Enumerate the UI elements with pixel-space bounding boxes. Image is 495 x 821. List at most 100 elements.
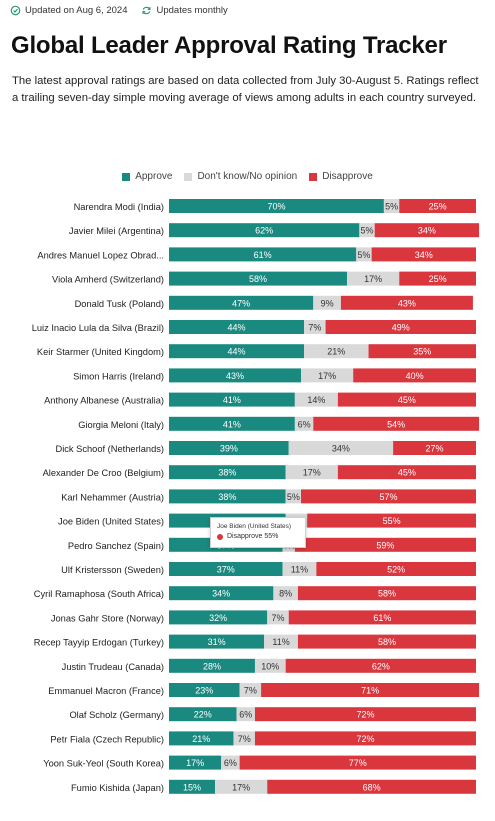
- category-label: Fumio Kishida (Japan): [71, 783, 164, 793]
- bar-segment-disapprove[interactable]: [393, 441, 476, 455]
- bar-segment-disapprove[interactable]: [288, 610, 476, 625]
- bar-segment-approve[interactable]: [169, 247, 357, 262]
- update-frequency: Updates monthly: [141, 5, 228, 16]
- data-label-approve: 32%: [209, 613, 227, 623]
- clock-check-icon: [10, 5, 21, 16]
- bar-segment-dont-know[interactable]: [359, 223, 375, 238]
- bar-segment-dont-know[interactable]: [301, 368, 354, 383]
- bar-segment-disapprove[interactable]: [399, 199, 476, 213]
- bar-segment-approve[interactable]: [169, 223, 360, 238]
- legend-swatch-approve: [122, 172, 131, 181]
- bar-segment-approve[interactable]: [169, 465, 286, 480]
- category-label: Narendra Modi (India): [74, 202, 164, 212]
- bar-segment-disapprove[interactable]: [325, 320, 476, 334]
- category-label: Giorgia Meloni (Italy): [78, 420, 164, 430]
- bar-segment-dont-know[interactable]: [294, 392, 338, 407]
- bar-segment-disapprove[interactable]: [316, 562, 476, 576]
- bar-segment-dont-know[interactable]: [282, 562, 317, 576]
- bar-segment-approve[interactable]: [169, 707, 237, 722]
- bar-segment-disapprove[interactable]: [399, 271, 476, 286]
- chart-row: Cyril Ramaphosa (South Africa) 34% 8% 58%: [34, 586, 476, 601]
- bar-segment-disapprove[interactable]: [313, 416, 480, 431]
- bar-segment-approve[interactable]: [169, 634, 265, 649]
- bar-segment-disapprove[interactable]: [353, 368, 476, 383]
- bar-segment-disapprove[interactable]: [297, 634, 476, 649]
- bar-segment-approve[interactable]: [169, 779, 216, 794]
- bar-segment-dont-know[interactable]: [383, 199, 400, 213]
- data-label-dont-know: 6%: [224, 758, 237, 768]
- tooltip-leader-name: Joe Biden (United States): [217, 523, 292, 530]
- data-label-disapprove: 68%: [363, 782, 381, 792]
- bar-segment-dont-know[interactable]: [233, 731, 255, 746]
- bar-segment-dont-know[interactable]: [347, 271, 400, 286]
- bar-segment-approve[interactable]: [169, 320, 305, 334]
- bar-segment-approve[interactable]: [169, 416, 295, 431]
- bar-segment-approve[interactable]: [169, 489, 286, 504]
- bar-segment-approve[interactable]: [169, 271, 348, 286]
- bar-segment-disapprove[interactable]: [267, 779, 476, 794]
- bar-segment-dont-know[interactable]: [288, 441, 394, 455]
- bar-segment-dont-know[interactable]: [215, 779, 268, 794]
- bar-segment-dont-know[interactable]: [285, 489, 302, 504]
- chart-row: Jonas Gahr Store (Norway) 32% 7% 61%: [51, 610, 476, 625]
- bar-segment-disapprove[interactable]: [261, 683, 480, 697]
- bar-segment-disapprove[interactable]: [297, 586, 476, 601]
- data-label-approve: 47%: [232, 298, 250, 308]
- bar-segment-approve[interactable]: [169, 368, 302, 383]
- data-label-disapprove: 57%: [379, 492, 397, 502]
- bar-segment-approve[interactable]: [169, 683, 240, 697]
- bar-segment-disapprove[interactable]: [371, 247, 476, 262]
- bar-segment-dont-know[interactable]: [304, 344, 369, 359]
- legend-item-disapprove[interactable]: Disapprove: [309, 171, 373, 182]
- bar-segment-disapprove[interactable]: [294, 537, 476, 552]
- bar-segment-dont-know[interactable]: [356, 247, 372, 262]
- bar-segment-disapprove[interactable]: [239, 755, 476, 770]
- category-label: Luiz Inacio Lula da Silva (Brazil): [32, 323, 164, 333]
- data-label-disapprove: 34%: [415, 250, 433, 260]
- bar-segment-dont-know[interactable]: [267, 610, 289, 625]
- bar-segment-approve[interactable]: [169, 586, 274, 601]
- data-label-disapprove: 52%: [387, 565, 405, 575]
- bar-segment-approve[interactable]: [169, 658, 255, 673]
- data-label-disapprove: 61%: [373, 613, 391, 623]
- bar-segment-disapprove[interactable]: [368, 344, 476, 359]
- bar-segment-approve[interactable]: [169, 441, 289, 455]
- data-label-dont-know: 17%: [364, 274, 382, 284]
- bar-segment-dont-know[interactable]: [273, 586, 298, 601]
- bar-segment-disapprove[interactable]: [374, 223, 480, 238]
- category-label: Cyril Ramaphosa (South Africa): [34, 589, 164, 599]
- bar-segment-approve[interactable]: [169, 731, 234, 746]
- bar-segment-approve[interactable]: [169, 392, 295, 407]
- bar-segment-disapprove[interactable]: [285, 658, 476, 673]
- bar-segment-approve[interactable]: [169, 755, 222, 770]
- bar-segment-disapprove[interactable]: [254, 707, 476, 722]
- bar-segment-dont-know[interactable]: [236, 707, 255, 722]
- bar-segment-approve[interactable]: [169, 199, 384, 213]
- bar-segment-disapprove[interactable]: [254, 731, 476, 746]
- category-label: Pedro Sanchez (Spain): [68, 541, 164, 551]
- bar-segment-disapprove[interactable]: [301, 489, 476, 504]
- chart-row: Anthony Albanese (Australia) 41% 14% 45%: [44, 392, 476, 407]
- bar-segment-disapprove[interactable]: [337, 392, 476, 407]
- legend-item-dont-know[interactable]: Don't know/No opinion: [184, 171, 297, 182]
- bar-segment-disapprove[interactable]: [307, 513, 476, 528]
- bar-segment-dont-know[interactable]: [304, 320, 326, 334]
- bar-segment-dont-know[interactable]: [254, 658, 286, 673]
- data-label-dont-know: 5%: [361, 226, 374, 236]
- bar-segment-dont-know[interactable]: [239, 683, 262, 697]
- bar-segment-disapprove[interactable]: [340, 295, 473, 310]
- bar-segment-dont-know[interactable]: [264, 634, 298, 649]
- bar-segment-approve[interactable]: [169, 295, 314, 310]
- data-label-approve: 37%: [217, 565, 235, 575]
- bar-segment-approve[interactable]: [169, 562, 283, 576]
- bar-segment-dont-know[interactable]: [221, 755, 240, 770]
- bar-segment-dont-know[interactable]: [313, 295, 341, 310]
- bar-segment-dont-know[interactable]: [294, 416, 314, 431]
- category-label: Yoon Suk-Yeol (South Korea): [43, 759, 164, 769]
- bar-segment-disapprove[interactable]: [337, 465, 476, 480]
- legend-item-approve[interactable]: Approve: [122, 171, 172, 182]
- bar-segment-dont-know[interactable]: [285, 465, 338, 480]
- bar-segment-approve[interactable]: [169, 344, 305, 359]
- data-label-disapprove: 58%: [378, 589, 396, 599]
- bar-segment-approve[interactable]: [169, 610, 268, 625]
